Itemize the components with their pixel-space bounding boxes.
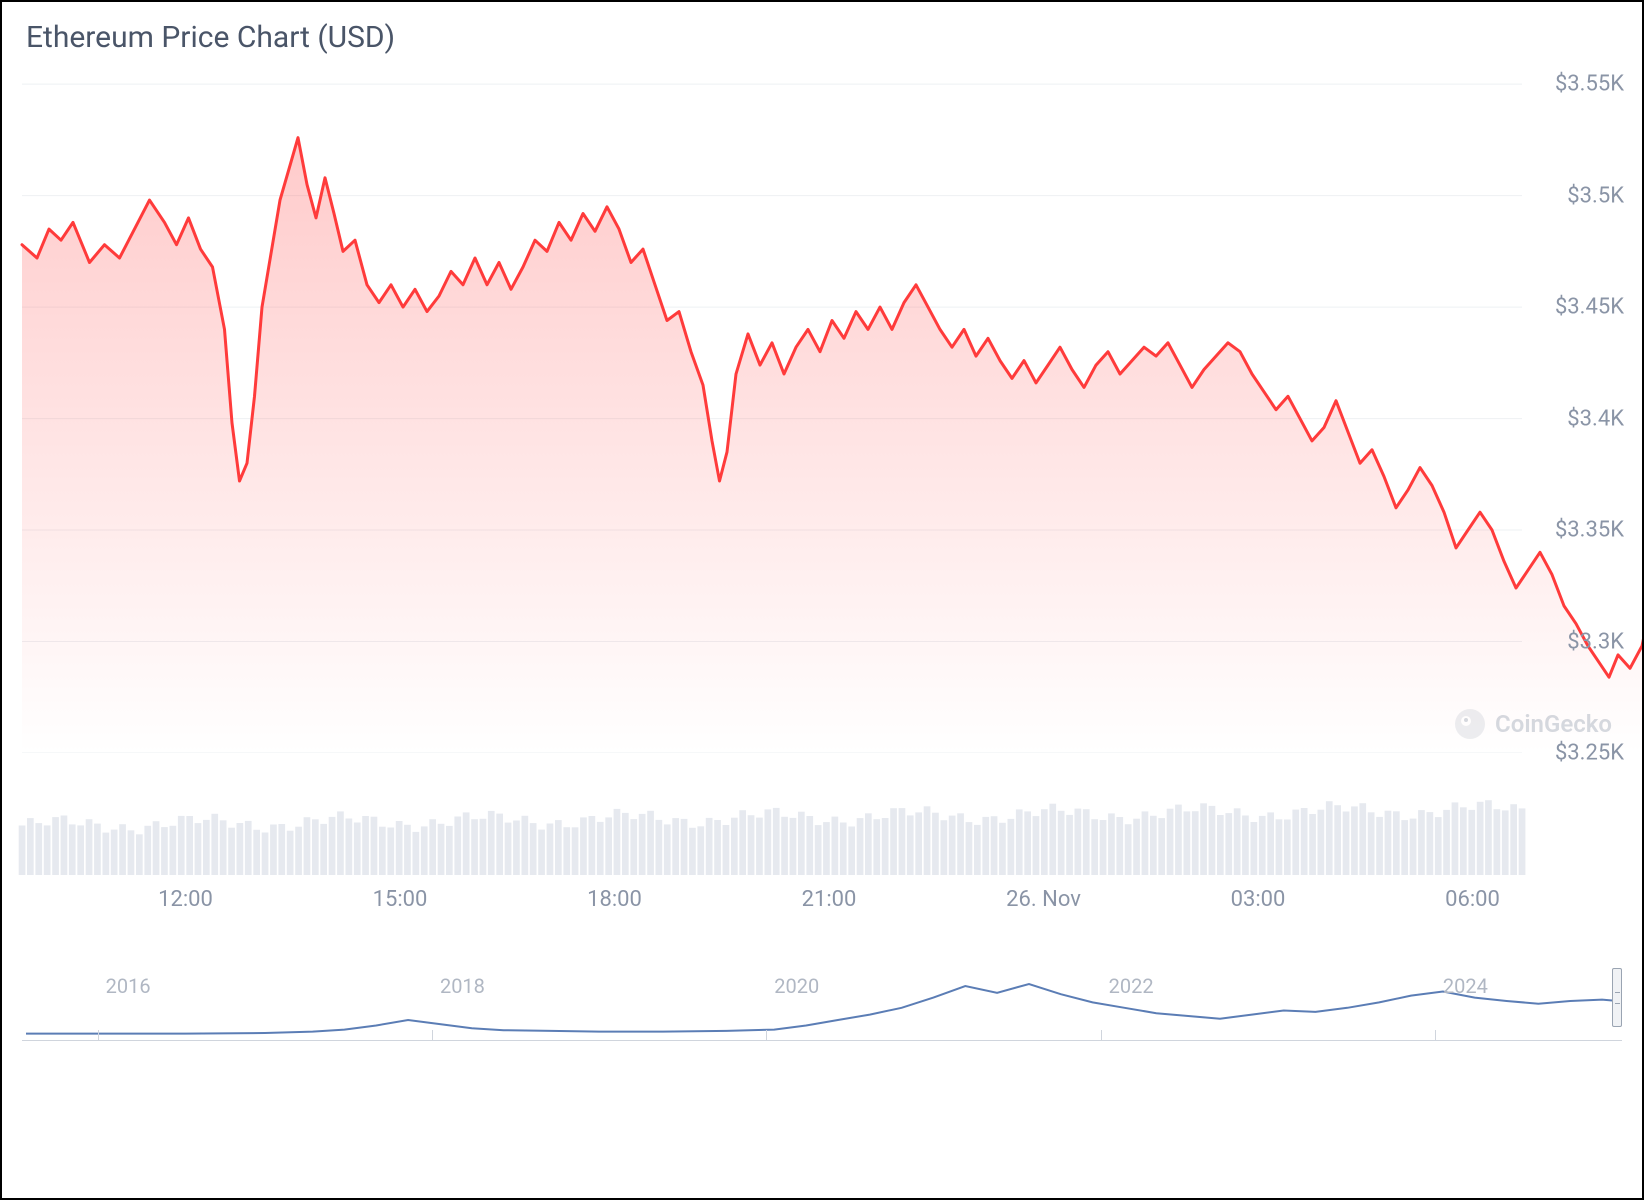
x-tick-label: 18:00 — [587, 887, 642, 912]
navigator-tick — [1435, 1030, 1436, 1040]
navigator-year-label: 2024 — [1443, 974, 1488, 998]
volume-chart[interactable] — [2, 785, 1642, 875]
x-axis-labels: 12:0015:0018:0021:0026. Nov03:0006:0009:… — [2, 887, 1642, 927]
y-tick-label: $3.5K — [1567, 183, 1624, 208]
navigator-year-label: 2016 — [106, 974, 151, 998]
y-tick-label: $3.35K — [1555, 518, 1624, 543]
navigator-tick — [432, 1030, 433, 1040]
chart-title: Ethereum Price Chart (USD) — [2, 2, 1642, 73]
price-chart-svg — [2, 73, 1642, 753]
x-tick-label: 21:00 — [802, 887, 857, 912]
y-tick-label: $3.55K — [1555, 72, 1624, 97]
navigator-tick — [766, 1030, 767, 1040]
navigator-year-label: 2022 — [1109, 974, 1154, 998]
navigator[interactable]: 2016 2018 2020 2022 2024 — [22, 955, 1622, 1041]
navigator-year-label: 2018 — [440, 974, 485, 998]
y-tick-label: $3.25K — [1555, 741, 1624, 766]
x-tick-label: 03:00 — [1231, 887, 1286, 912]
y-tick-label: $3.3K — [1567, 629, 1624, 654]
x-tick-label: 06:00 — [1445, 887, 1500, 912]
navigator-svg — [22, 955, 1622, 1041]
navigator-handle[interactable] — [1612, 968, 1622, 1028]
watermark: CoinGecko — [1455, 709, 1612, 739]
navigator-tick — [1101, 1030, 1102, 1040]
x-tick-label: 26. Nov — [1006, 887, 1081, 912]
chart-body: $3.55K$3.5K$3.45K$3.4K$3.35K$3.3K$3.25K … — [2, 73, 1642, 1041]
y-tick-label: $3.45K — [1555, 295, 1624, 320]
x-tick-label: 15:00 — [373, 887, 428, 912]
navigator-year-label: 2020 — [774, 974, 819, 998]
coingecko-icon — [1455, 709, 1485, 739]
y-tick-label: $3.4K — [1567, 406, 1624, 431]
navigator-tick — [98, 1030, 99, 1040]
chart-container: Ethereum Price Chart (USD) $3.55K $3.5K $3… — [0, 0, 1644, 1200]
watermark-text: CoinGecko — [1495, 710, 1612, 738]
volume-chart-svg — [2, 785, 1642, 875]
price-chart[interactable]: $3.55K$3.5K$3.45K$3.4K$3.35K$3.3K$3.25K … — [2, 73, 1642, 753]
x-tick-label: 12:00 — [158, 887, 213, 912]
